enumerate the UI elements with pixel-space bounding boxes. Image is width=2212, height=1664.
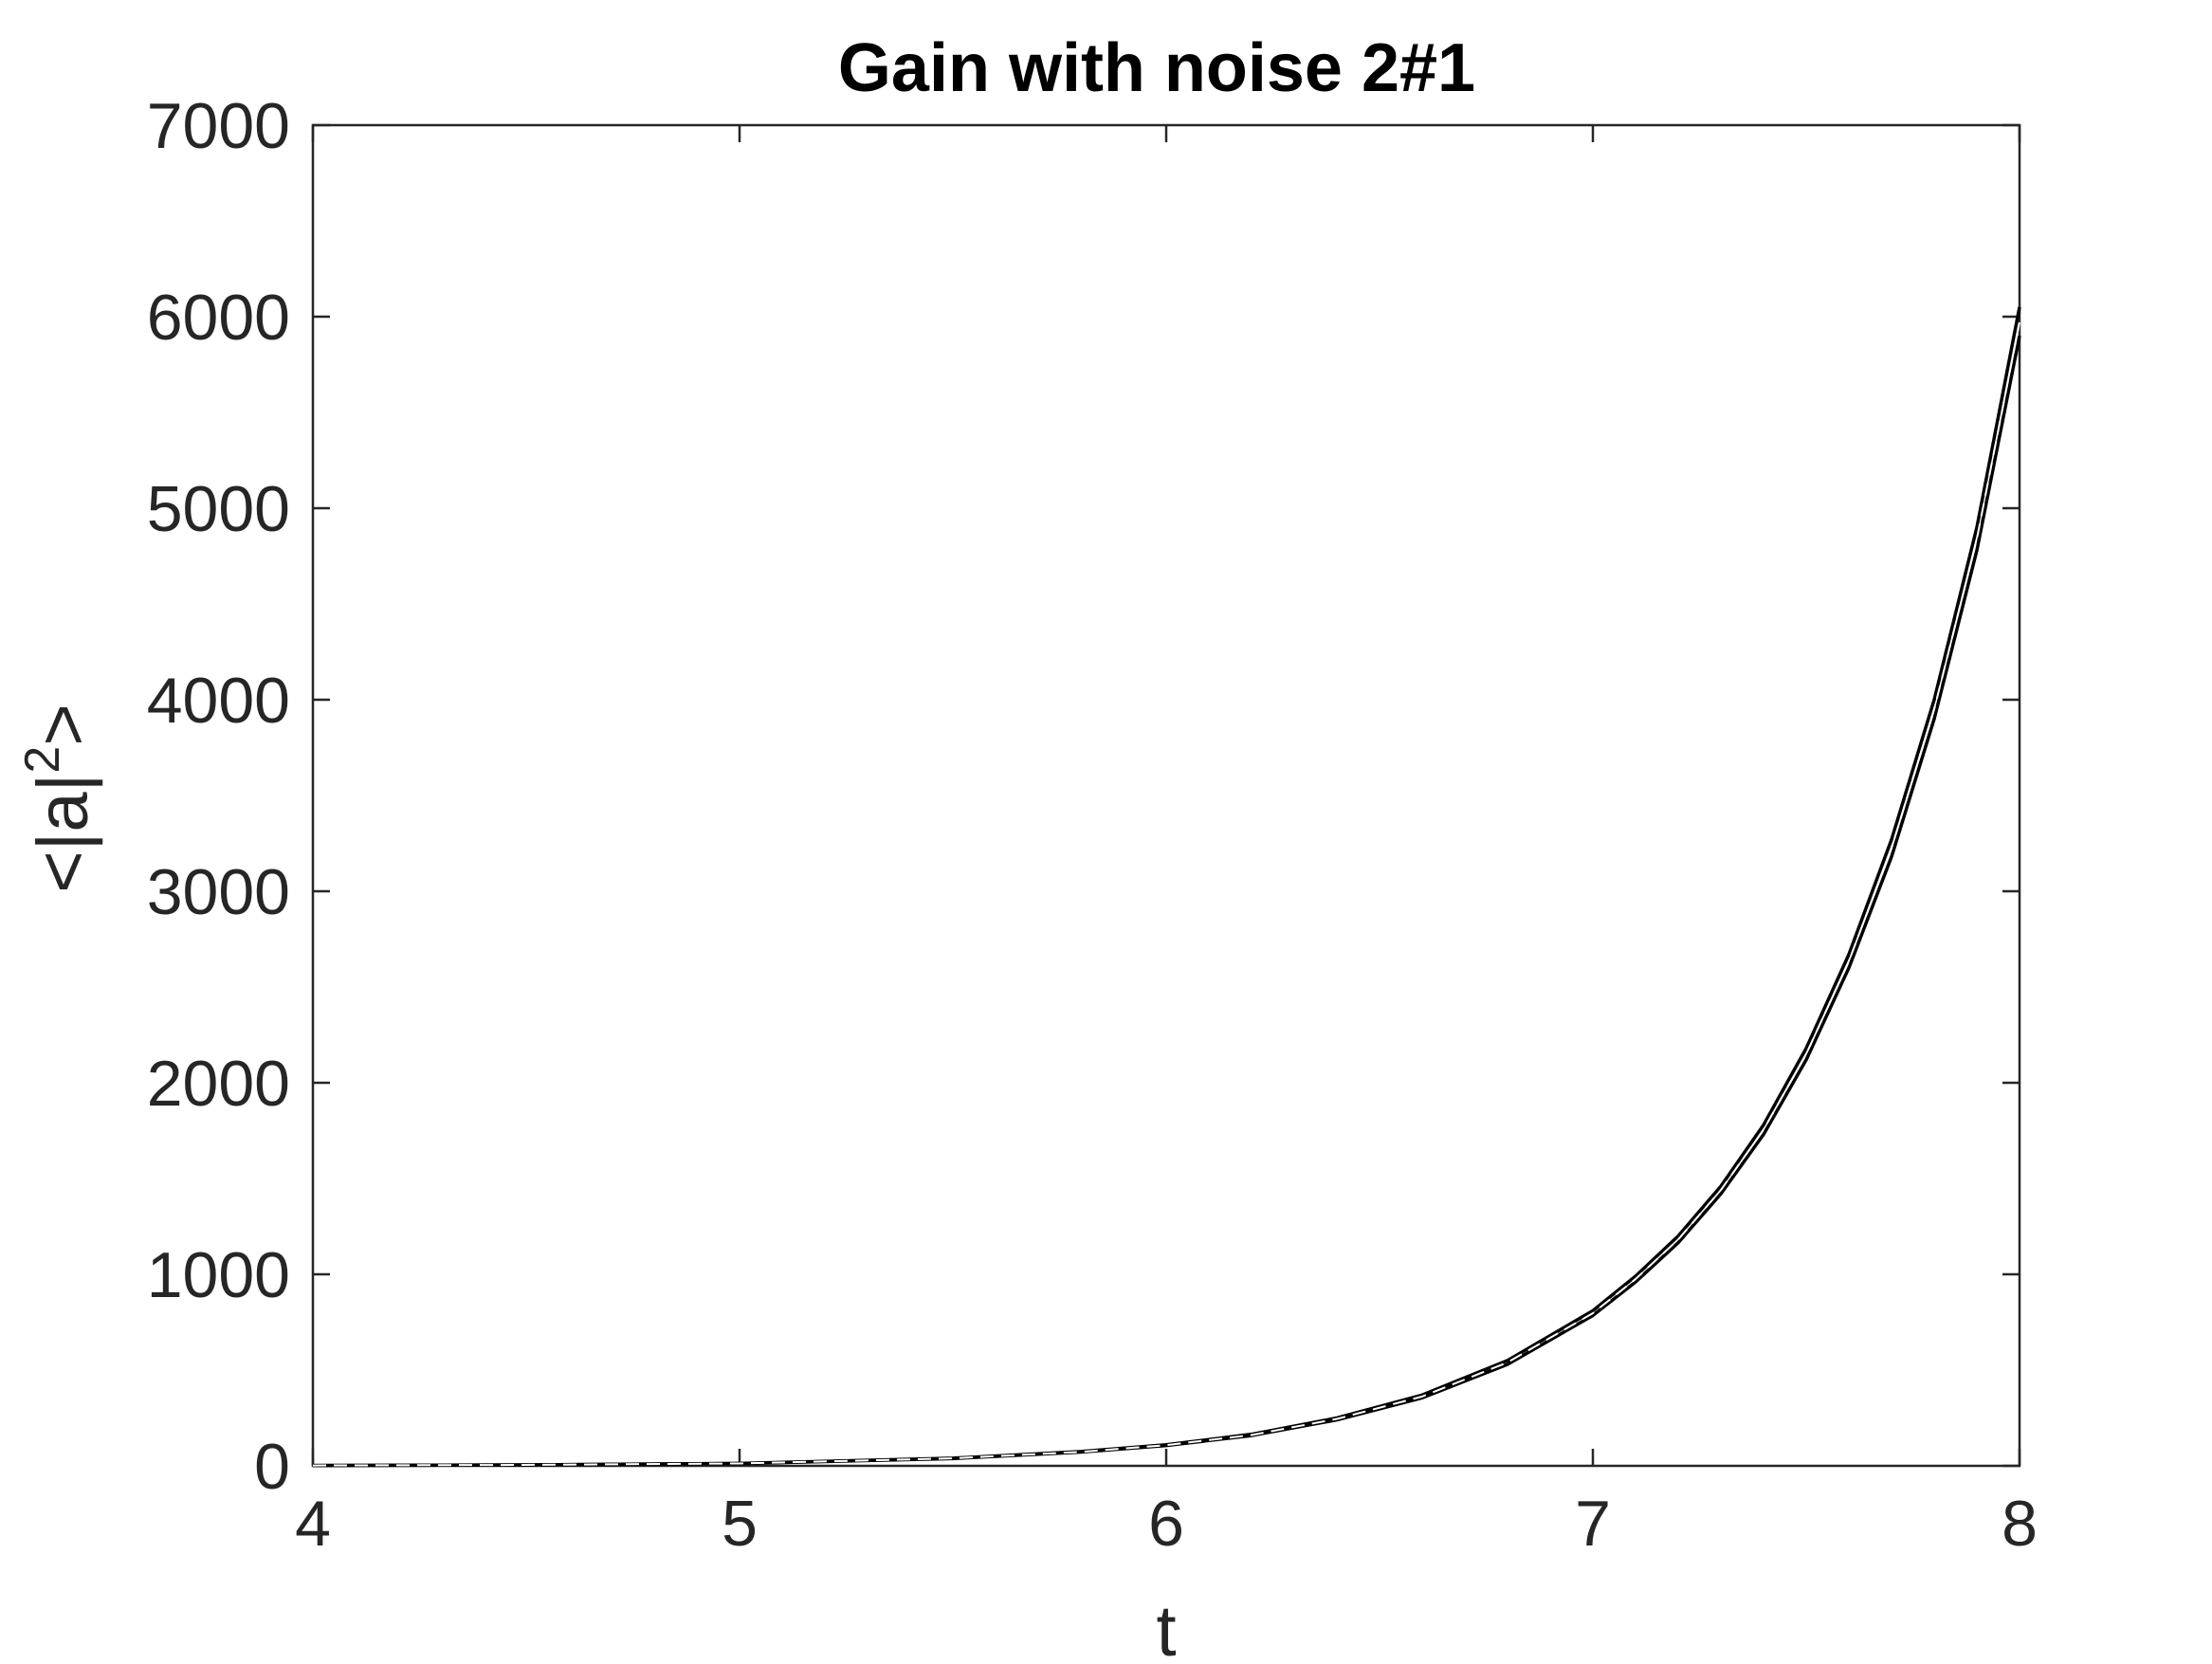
x-tick-label: 7 xyxy=(1575,1488,1611,1560)
y-tick-label: 2000 xyxy=(147,1048,290,1120)
y-axis-label-prefix: <|a| xyxy=(23,774,103,893)
x-axis-label: t xyxy=(1156,1591,1176,1659)
series-layer xyxy=(312,306,2021,1468)
y-axis-label-text: <|a|2> xyxy=(15,704,103,892)
x-tick-label: 4 xyxy=(295,1488,331,1560)
plot-area xyxy=(311,123,2021,1468)
y-tick-label: 3000 xyxy=(147,856,290,928)
y-axis-label-suffix: > xyxy=(23,704,103,745)
y-tick-label: 0 xyxy=(254,1431,290,1503)
tick-labels-layer: 4 5 6 7 8 0 1000 2000 3000 4000 5000 6000 7000 xyxy=(147,90,2038,1560)
x-tick-label: 6 xyxy=(1148,1488,1184,1560)
y-tick-label: 7000 xyxy=(147,90,290,162)
x-tick-label: 8 xyxy=(2002,1488,2038,1560)
series-line xyxy=(312,335,2021,1468)
y-tick-label: 5000 xyxy=(147,473,290,545)
y-tick-label: 6000 xyxy=(147,282,290,354)
x-tick-label: 5 xyxy=(722,1488,758,1560)
y-tick-label: 1000 xyxy=(147,1239,290,1311)
y-axis-label: <|a|2> xyxy=(15,704,103,892)
chart-title: Gain with noise 2#1 xyxy=(838,30,1475,106)
series-line-dashed xyxy=(312,321,2020,1467)
y-axis-label-superscript: 2 xyxy=(15,746,70,774)
y-tick-label: 4000 xyxy=(147,665,290,737)
